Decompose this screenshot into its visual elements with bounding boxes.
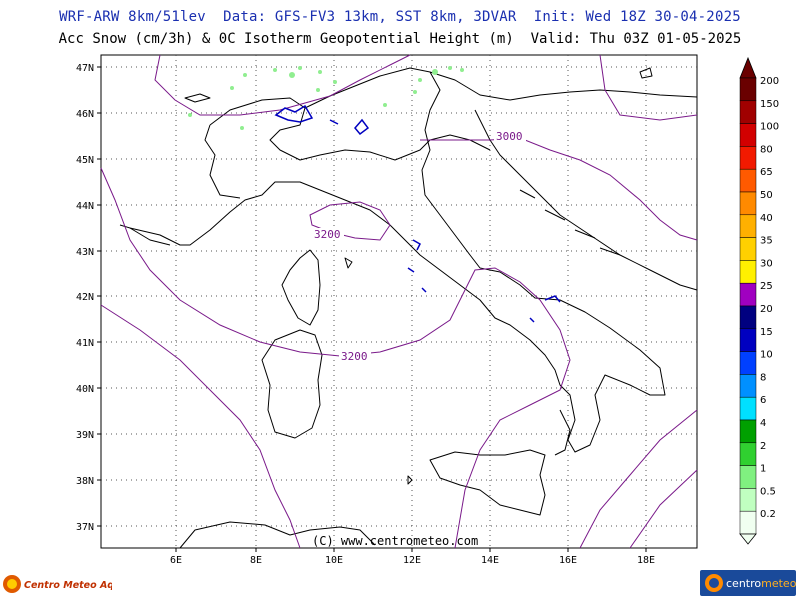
- lon-label: 10E: [325, 555, 343, 566]
- legend-level-label: 20: [760, 304, 773, 315]
- lon-label: 12E: [403, 555, 421, 566]
- legend-swatch: [739, 374, 757, 398]
- legend-level-label: 15: [760, 327, 773, 338]
- legend-boxes: [739, 77, 757, 545]
- lat-label: 39N: [76, 430, 94, 441]
- right-logo-text-2: meteo: [761, 577, 796, 590]
- legend-level-label: 200: [760, 76, 779, 87]
- legend-swatch: [739, 123, 757, 147]
- legend-bottom-tip: [739, 533, 757, 545]
- legend-level-label: 1: [760, 464, 766, 475]
- right-logo-text-1: centro: [726, 577, 761, 590]
- axis-ticks: [97, 66, 647, 552]
- header-line-2: Acc Snow (cm/3h) & 0C Isotherm Geopotent…: [58, 31, 742, 47]
- legend-level-label: 0.5: [760, 486, 776, 497]
- legend-swatch: [739, 146, 757, 170]
- legend-level-label: 100: [760, 122, 779, 133]
- centro-meteo-aquesio-logo: Centro Meteo Aquesio: [3, 575, 112, 593]
- lon-label: 18E: [637, 555, 655, 566]
- color-legend: 200 150 100 80 65 50 40 35 30 25 20 15 10 8 6 4 2 1 0.5 0.2: [739, 56, 779, 545]
- lon-label: 14E: [481, 555, 499, 566]
- legend-swatch: [739, 396, 757, 421]
- legend-swatch: [739, 442, 757, 466]
- graticule: [101, 55, 697, 548]
- coastlines: [119, 67, 698, 549]
- legend-level-label: 25: [760, 281, 773, 292]
- legend-swatch: [739, 168, 757, 193]
- legend-level-label: 80: [760, 144, 773, 155]
- legend-level-label: 6: [760, 395, 766, 406]
- legend-level-label: 2: [760, 441, 766, 452]
- contour-labels: 3000 3200 3200: [312, 130, 526, 363]
- legend-level-label: 8: [760, 372, 766, 383]
- lat-label: 40N: [76, 384, 94, 395]
- contour-label: 3200: [341, 350, 368, 363]
- map-frame: [100, 54, 698, 549]
- lon-label: 8E: [250, 555, 262, 566]
- contour-label: 3000: [496, 130, 523, 143]
- legend-level-label: 0.2: [760, 509, 776, 520]
- legend-level-label: 35: [760, 236, 773, 247]
- legend-swatch: [739, 214, 757, 238]
- legend-swatch: [739, 465, 757, 489]
- latitude-labels: 47N 46N 45N 44N 43N 42N 41N 40N 39N 38N …: [76, 63, 94, 533]
- longitude-labels: 6E 8E 10E 12E 14E 16E 18E: [170, 555, 655, 566]
- lat-label: 38N: [76, 476, 94, 487]
- lon-label: 16E: [559, 555, 577, 566]
- legend-level-label: 150: [760, 99, 779, 110]
- legend-swatch: [739, 260, 757, 284]
- legend-swatch: [739, 100, 757, 124]
- legend-swatch: [739, 77, 757, 102]
- legend-arrow: [739, 56, 757, 79]
- lat-label: 42N: [76, 292, 94, 303]
- contour-label: 3200: [314, 228, 341, 241]
- lat-label: 41N: [76, 338, 94, 349]
- legend-level-label: 10: [760, 350, 773, 361]
- centrometeo-logo: centrometeo: [700, 570, 796, 596]
- left-logo-text: Centro Meteo Aquesio: [24, 580, 112, 591]
- legend-labels: 200 150 100 80 65 50 40 35 30 25 20 15 10 8 6 4 2 1 0.5 0.2: [760, 76, 779, 520]
- lat-label: 37N: [76, 522, 94, 533]
- lat-label: 47N: [76, 63, 94, 74]
- legend-swatch: [739, 237, 757, 261]
- snow-light-areas: [188, 66, 464, 130]
- lat-label: 43N: [76, 247, 94, 258]
- legend-swatch: [739, 191, 757, 216]
- lat-label: 44N: [76, 201, 94, 212]
- legend-swatch: [739, 328, 757, 352]
- legend-level-label: 30: [760, 258, 773, 269]
- legend-level-label: 40: [760, 213, 773, 224]
- watermark: (C) www.centrometeo.com: [312, 534, 478, 548]
- legend-level-label: 50: [760, 190, 773, 201]
- legend-swatch: [739, 419, 757, 444]
- legend-swatch: [739, 510, 757, 535]
- lat-label: 45N: [76, 155, 94, 166]
- legend-level-label: 4: [760, 418, 766, 429]
- legend-swatch: [739, 351, 757, 375]
- lon-label: 6E: [170, 555, 182, 566]
- svg-text:centrometeo: centrometeo: [726, 577, 796, 590]
- legend-level-label: 65: [760, 167, 773, 178]
- legend-swatch: [739, 305, 757, 330]
- lat-label: 46N: [76, 109, 94, 120]
- legend-swatch: [739, 488, 757, 512]
- header-line-1: WRF-ARW 8km/51lev Data: GFS-FV3 13km, SS…: [59, 9, 741, 25]
- snow-heavy-areas: [274, 104, 561, 323]
- legend-swatch: [739, 282, 757, 307]
